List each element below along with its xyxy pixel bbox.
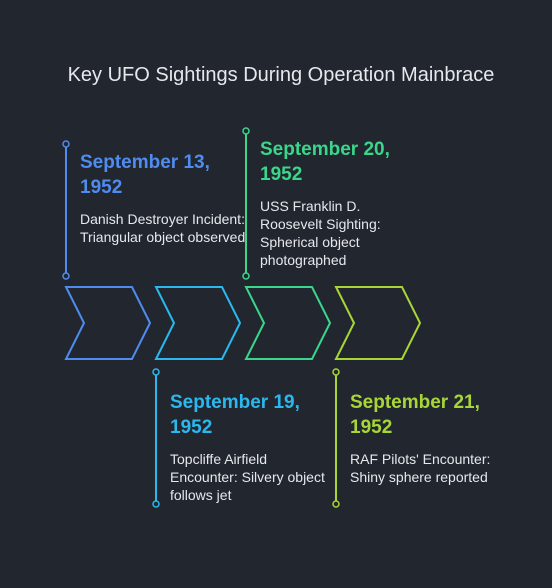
event-description: Topcliffe Airfield Encounter: Silvery ob… xyxy=(170,450,330,504)
event-1: September 13, 1952 Danish Destroyer Inci… xyxy=(80,150,250,246)
event-date-line1: September 19, xyxy=(170,390,330,415)
event-4: September 21, 1952 RAF Pilots' Encounter… xyxy=(350,390,510,486)
event-description: Danish Destroyer Incident: Triangular ob… xyxy=(80,210,250,246)
event-date: September 13, 1952 xyxy=(80,150,250,200)
connector-4 xyxy=(333,369,339,507)
timeline-chevron-4 xyxy=(336,287,420,359)
connector-1 xyxy=(63,141,69,279)
event-date-line2: 1952 xyxy=(80,175,250,200)
event-date-line2: 1952 xyxy=(170,415,330,440)
event-description: USS Franklin D. Roosevelt Sighting: Sphe… xyxy=(260,197,420,269)
event-date-line2: 1952 xyxy=(260,162,420,187)
event-date-line1: September 21, xyxy=(350,390,510,415)
event-description: RAF Pilots' Encounter: Shiny sphere repo… xyxy=(350,450,510,486)
event-date: September 21, 1952 xyxy=(350,390,510,440)
event-3: September 20, 1952 USS Franklin D. Roose… xyxy=(260,137,420,269)
timeline-chevron-2 xyxy=(156,287,240,359)
event-2: September 19, 1952 Topcliffe Airfield En… xyxy=(170,390,330,504)
event-date: September 19, 1952 xyxy=(170,390,330,440)
event-date-line1: September 20, xyxy=(260,137,420,162)
timeline-chevron-3 xyxy=(246,287,330,359)
event-date-line2: 1952 xyxy=(350,415,510,440)
connector-2 xyxy=(153,369,159,507)
timeline-chevron-1 xyxy=(66,287,150,359)
event-date: September 20, 1952 xyxy=(260,137,420,187)
event-date-line1: September 13, xyxy=(80,150,250,175)
